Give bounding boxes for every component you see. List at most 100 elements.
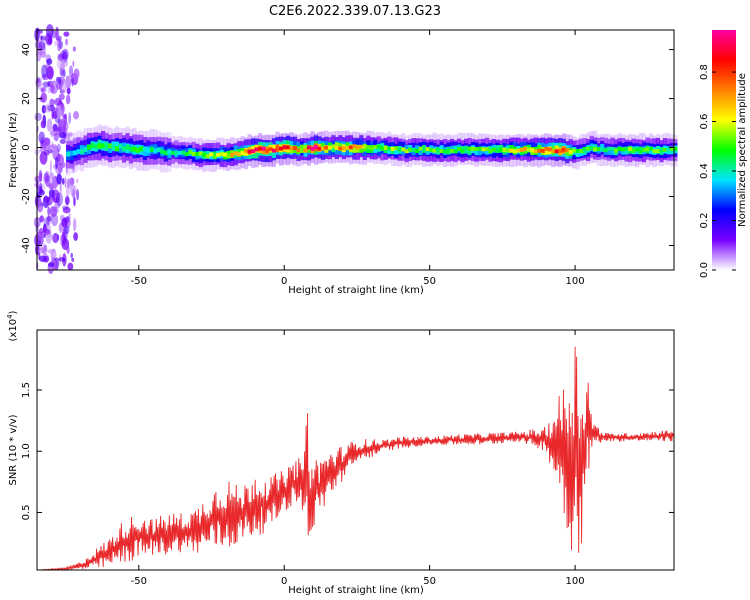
heatmap-noise-cell [54,97,62,106]
heatmap-cell [401,147,406,152]
heatmap-cell [568,150,573,155]
heatmap-noise-cell [44,105,52,113]
heatmap-cell [348,145,353,150]
heatmap-cell [125,144,130,150]
heatmap-cell [118,143,123,149]
heatmap-noise-cell [57,37,61,52]
heatmap-cell [132,146,137,152]
heatmap-cell [212,154,217,159]
heatmap-cell [495,148,500,153]
heatmap-cell [439,145,444,154]
heatmap-noise-cell [72,46,76,52]
heatmap-noise-cell [60,79,68,93]
heatmap-cell [439,149,444,154]
spectrogram-x-tick-label: 50 [423,276,436,287]
heatmap-cell [610,147,615,155]
heatmap-noise-cell [40,144,45,150]
heatmap-noise-cell [50,253,54,260]
heatmap-cell [547,147,552,152]
heatmap-cell [652,149,657,154]
heatmap-cell [303,148,308,153]
spectrogram-y-tick-label: 0 [21,144,32,150]
heatmap-cell [135,147,140,153]
heatmap-noise-cell [56,192,64,207]
snr-x-tick-label: -50 [131,576,147,587]
heatmap-cell [174,151,179,156]
heatmap-cell [292,146,298,151]
heatmap-cell [279,146,284,151]
heatmap-cell [373,144,378,149]
heatmap-cell [114,146,120,152]
heatmap-noise-cell [69,65,74,78]
heatmap-noise-cell [46,58,53,65]
heatmap-cell [100,143,106,149]
heatmap-noise-cell [40,35,46,41]
heatmap-cell [352,144,357,153]
heatmap-cell [345,145,350,150]
heatmap-cell [635,147,640,152]
heatmap-cell [453,149,458,154]
spectrogram-x-ticks: -50 0 50 100 [131,30,585,287]
heatmap-cell [408,147,413,152]
heatmap-cell [121,146,127,152]
heatmap-cell [66,151,71,157]
heatmap-cell [376,144,381,149]
heatmap-cell [373,145,378,153]
heatmap-noise-cell [48,188,55,198]
heatmap-noise-cell [38,227,44,235]
heatmap-cell [111,144,116,150]
heatmap-cell [474,147,479,156]
colorbar-label: Normalized spectral amplitude [737,73,748,227]
heatmap-noise-cell [47,215,52,222]
heatmap-noise-cell [73,111,80,120]
heatmap-cell [352,144,357,149]
heatmap-cell [669,146,675,151]
heatmap-cell [149,147,154,153]
heatmap-noise-cell [56,57,65,70]
heatmap-noise-cell [44,172,49,183]
heatmap-cell [648,146,654,151]
heatmap-cell [285,145,291,150]
heatmap-noise-cell [55,156,58,169]
heatmap-cell [240,151,245,155]
heatmap-cell [631,148,636,153]
heatmap-cell [446,149,451,154]
heatmap-cell [156,147,161,153]
spectrogram-x-tick-label: 0 [281,276,287,287]
heatmap-cell [498,147,503,152]
spectrogram-y-axis-label: Frequency (Hz) [8,112,19,188]
heatmap-cell [544,146,549,151]
heatmap-cell [202,152,207,157]
heatmap-cell [463,146,469,151]
heatmap-cell [188,150,193,155]
heatmap-cell [404,144,409,153]
heatmap-cell [488,149,493,153]
heatmap-noise-cell [49,206,58,217]
heatmap-cell [628,147,633,151]
colorbar: 0.0 0.2 0.4 0.6 0.8 Normalized spectral ampl… [699,30,748,278]
heatmap-cell [512,149,517,154]
heatmap-noise-cell [43,196,51,202]
heatmap-noise-cell [45,103,51,110]
heatmap-cell [128,146,134,152]
heatmap-noise-cell [56,173,62,185]
heatmap-cell [272,148,277,153]
heatmap-cell [481,147,486,152]
heatmap-cell [366,145,371,150]
heatmap-cell [327,145,332,150]
heatmap-noise-cell [66,245,70,254]
heatmap-noise-cell [58,93,65,101]
heatmap-cell [258,146,263,151]
heatmap-cell [146,147,151,153]
heatmap-cell [313,145,318,150]
heatmap-noise-cell [64,176,67,188]
snr-frame [36,329,675,571]
heatmap-cell [659,148,664,153]
colorbar-tick-label: 0.4 [699,163,710,179]
heatmap-cell [170,150,175,155]
heatmap-cell [139,146,144,152]
heatmap-cell [383,145,388,150]
heatmap-cell [502,147,507,152]
snr-x-tick-label: 50 [423,576,436,587]
